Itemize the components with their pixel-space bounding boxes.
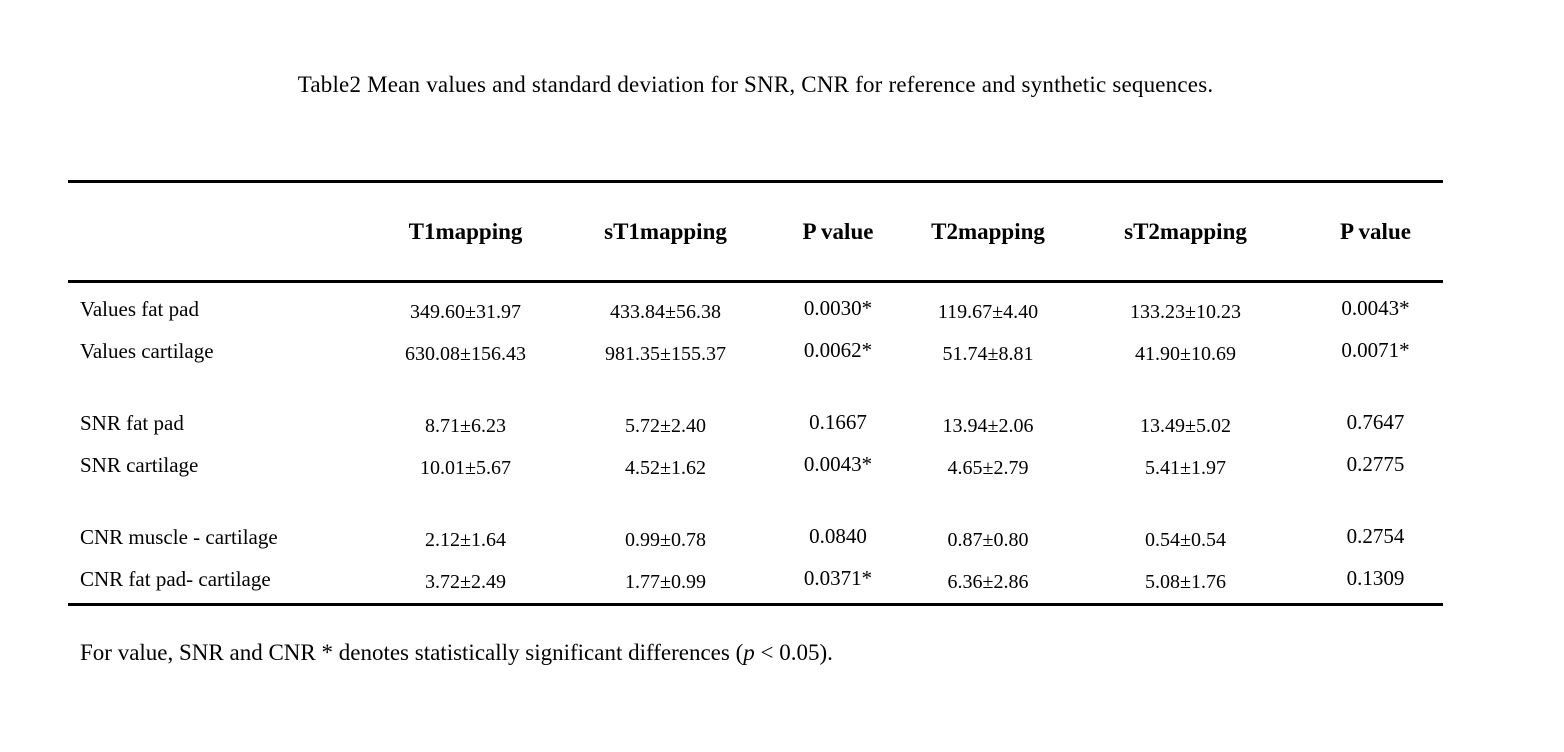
table-row: Values fat pad 349.60±31.97 433.84±56.38 0.… xyxy=(68,282,1443,334)
header-pvalue-1: P value xyxy=(763,181,913,283)
spacer-cell xyxy=(68,375,1443,405)
header-empty xyxy=(68,181,363,283)
table-cell: 119.67±4.40 xyxy=(937,300,1039,323)
table-cell: 51.74±8.81 xyxy=(942,342,1034,365)
table-cell: 0.2754 xyxy=(1346,523,1405,548)
table-cell: 0.1309 xyxy=(1346,565,1405,590)
table-cell: 8.71±6.23 xyxy=(425,414,506,437)
table-cell: 13.94±2.06 xyxy=(942,414,1034,437)
table-cell: 5.41±1.97 xyxy=(1145,456,1226,479)
table-row: SNR fat pad 8.71±6.23 5.72±2.40 0.1667 13.94… xyxy=(68,405,1443,447)
table-cell: 0.2775 xyxy=(1346,451,1405,476)
row-label: CNR muscle - cartilage xyxy=(80,524,278,549)
table-caption: Table2 Mean values and standard deviatio… xyxy=(297,72,1214,97)
table-cell: 4.65±2.79 xyxy=(947,456,1029,479)
row-label: Values cartilage xyxy=(80,338,214,363)
table-row: CNR muscle - cartilage 2.12±1.64 0.99±0.78… xyxy=(68,519,1443,561)
table-cell: 0.0043* xyxy=(1341,295,1410,320)
data-table: T1mapping sT1mapping P value T2mapping s… xyxy=(68,180,1443,606)
table-cell: 0.87±0.80 xyxy=(947,528,1029,551)
table-cell: 630.08±156.43 xyxy=(405,342,526,365)
table-cell: 433.84±56.38 xyxy=(610,300,721,323)
header-st2mapping: sT2mapping xyxy=(1063,181,1308,283)
footnote-text-start: For value, SNR and CNR * denotes statist… xyxy=(80,640,744,665)
table-cell: 6.36±2.86 xyxy=(947,570,1029,593)
row-label: CNR fat pad- cartilage xyxy=(80,566,271,591)
table-cell: 5.08±1.76 xyxy=(1145,570,1226,593)
table-cell: 0.0840 xyxy=(809,523,867,548)
table-header: T1mapping sT1mapping P value T2mapping s… xyxy=(68,181,1443,283)
table-cell: 0.0371* xyxy=(803,565,873,590)
spacer-row xyxy=(68,375,1443,405)
document-page: Table2 Mean values and standard deviatio… xyxy=(0,72,1564,752)
header-st1mapping: sT1mapping xyxy=(568,181,763,283)
row-label: SNR fat pad xyxy=(80,410,184,435)
table-cell: 0.54±0.54 xyxy=(1145,528,1226,551)
header-row: T1mapping sT1mapping P value T2mapping s… xyxy=(68,181,1443,283)
table-row: SNR cartilage 10.01±5.67 4.52±1.62 0.0043* 4… xyxy=(68,447,1443,489)
spacer-cell xyxy=(68,489,1443,519)
row-label: SNR cartilage xyxy=(80,452,199,477)
table-cell: 0.0030* xyxy=(803,295,873,320)
row-label: Values fat pad xyxy=(80,296,199,321)
table-cell: 2.12±1.64 xyxy=(425,528,506,551)
table-cell: 349.60±31.97 xyxy=(410,300,521,323)
table-cell: 133.23±10.23 xyxy=(1130,300,1241,323)
footnote: For value, SNR and CNR * denotes statist… xyxy=(68,640,1443,666)
table-row: Values cartilage 630.08±156.43 981.35±155.… xyxy=(68,333,1443,375)
header-pvalue-2: P value xyxy=(1308,181,1443,283)
table-body: Values fat pad 349.60±31.97 433.84±56.38 0.… xyxy=(68,282,1443,605)
table-cell: 5.72±2.40 xyxy=(625,414,706,437)
table-cell: 0.99±0.78 xyxy=(625,528,706,551)
footnote-italic-p: p xyxy=(743,640,755,665)
table-cell: 0.0043* xyxy=(803,451,873,476)
table-cell: 4.52±1.62 xyxy=(625,456,706,479)
table-cell: 0.1667 xyxy=(809,409,867,434)
table-cell: 981.35±155.37 xyxy=(605,342,726,365)
table-row: CNR fat pad- cartilage 3.72±2.49 1.77±0.99… xyxy=(68,561,1443,605)
table-cell: 41.90±10.69 xyxy=(1135,342,1236,365)
table-cell: 0.7647 xyxy=(1346,409,1405,434)
table-cell: 13.49±5.02 xyxy=(1140,414,1231,437)
spacer-row xyxy=(68,489,1443,519)
table-cell: 0.0071* xyxy=(1341,337,1410,362)
table-cell: 3.72±2.49 xyxy=(425,570,506,593)
table-cell: 1.77±0.99 xyxy=(625,570,706,593)
table-cell: 10.01±5.67 xyxy=(420,456,511,479)
header-t2mapping: T2mapping xyxy=(913,181,1063,283)
header-t1mapping: T1mapping xyxy=(363,181,568,283)
table-cell: 0.0062* xyxy=(803,337,873,362)
footnote-text-end: < 0.05). xyxy=(754,640,833,665)
